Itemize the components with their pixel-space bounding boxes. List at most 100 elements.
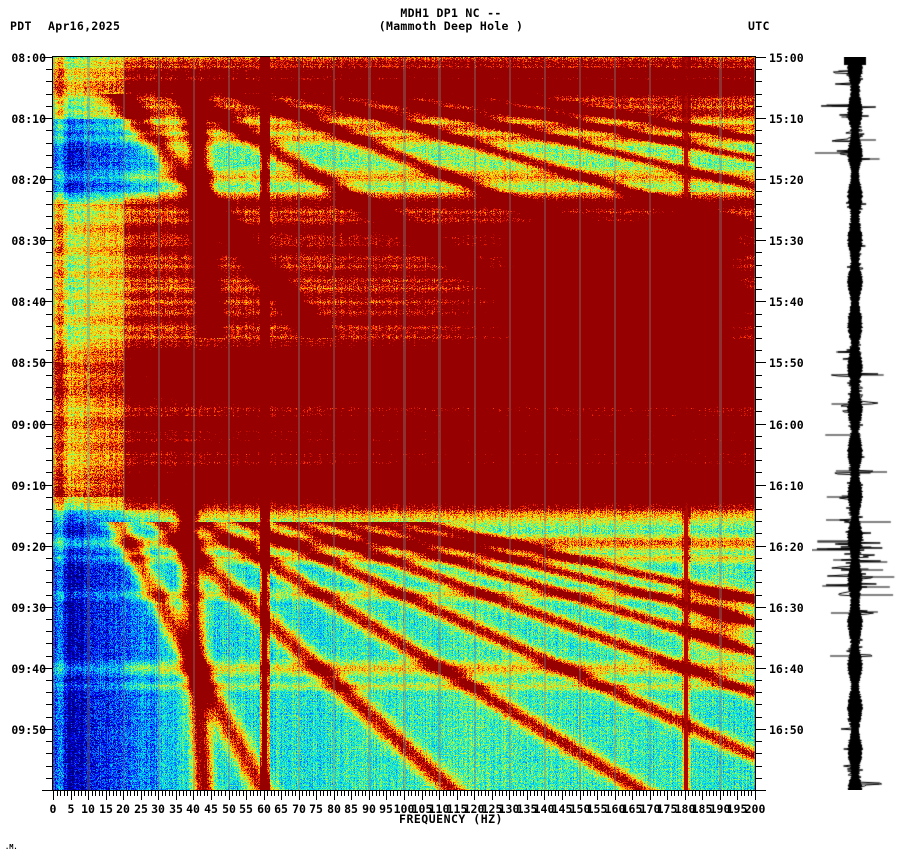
frequency-tick-major: [474, 791, 475, 800]
time-tick-minor: [46, 204, 52, 205]
time-tick-minor: [46, 753, 52, 754]
frequency-tick-minor: [418, 791, 419, 796]
time-tick-minor: [46, 191, 52, 192]
frequency-tick-major: [667, 791, 668, 800]
frequency-label: 30: [151, 802, 165, 816]
time-tick-minor: [756, 314, 762, 315]
frequency-tick-minor: [218, 791, 219, 796]
time-label-utc: 15:00: [769, 51, 804, 65]
frequency-tick-major: [299, 791, 300, 800]
frequency-label: 105: [411, 802, 433, 816]
frequency-tick-major: [281, 791, 282, 800]
time-tick-minor: [756, 436, 762, 437]
frequency-tick-minor: [688, 791, 689, 796]
frequency-tick-minor: [622, 791, 623, 796]
time-label-pdt: 09:10: [11, 479, 46, 493]
frequency-tick-minor: [657, 791, 658, 796]
frequency-tick-minor: [643, 791, 644, 796]
time-label-pdt: 08:10: [11, 112, 46, 126]
frequency-tick-minor: [306, 791, 307, 796]
frequency-tick-minor: [555, 791, 556, 796]
time-tick-minor: [756, 717, 762, 718]
axis-bottom-line: [52, 790, 756, 791]
frequency-tick-minor: [730, 791, 731, 796]
time-tick-minor: [756, 204, 762, 205]
frequency-tick-minor: [446, 791, 447, 796]
frequency-tick-minor: [660, 791, 661, 796]
frequency-tick-minor: [341, 791, 342, 796]
time-label-utc: 15:30: [769, 234, 804, 248]
frequency-label: 0: [49, 802, 57, 816]
frequency-tick-major: [106, 791, 107, 800]
frequency-tick-minor: [502, 791, 503, 796]
frequency-tick-minor: [678, 791, 679, 796]
frequency-tick-minor: [432, 791, 433, 796]
frequency-tick-minor: [523, 791, 524, 796]
frequency-tick-minor: [92, 791, 93, 796]
corner-artifact: .M.: [5, 843, 18, 851]
axis-right-line: [755, 57, 756, 791]
time-tick-major: [756, 118, 766, 119]
frequency-tick-minor: [727, 791, 728, 796]
frequency-tick-major: [53, 791, 54, 800]
time-tick-minor: [756, 680, 762, 681]
frequency-tick-minor: [393, 791, 394, 796]
frequency-tick-major: [492, 791, 493, 800]
frequency-tick-minor: [179, 791, 180, 796]
time-tick-minor: [46, 69, 52, 70]
timezone-label-right: UTC: [748, 19, 770, 33]
frequency-tick-minor: [478, 791, 479, 796]
time-tick-major: [756, 301, 766, 302]
frequency-tick-minor: [594, 791, 595, 796]
frequency-tick-minor: [197, 791, 198, 796]
frequency-tick-minor: [706, 791, 707, 796]
frequency-tick-major: [71, 791, 72, 800]
time-tick-minor: [756, 753, 762, 754]
frequency-tick-minor: [425, 791, 426, 796]
frequency-tick-major: [211, 791, 212, 800]
frequency-tick-minor: [460, 791, 461, 796]
frequency-tick-minor: [260, 791, 261, 796]
time-tick-major: [42, 790, 52, 791]
frequency-tick-minor: [190, 791, 191, 796]
frequency-tick-minor: [741, 791, 742, 796]
time-tick-minor: [46, 326, 52, 327]
frequency-tick-minor: [323, 791, 324, 796]
frequency-label: 45: [204, 802, 218, 816]
frequency-tick-minor: [629, 791, 630, 796]
time-tick-minor: [756, 216, 762, 217]
frequency-label: 100: [393, 802, 415, 816]
frequency-tick-minor: [232, 791, 233, 796]
frequency-tick-minor: [734, 791, 735, 796]
frequency-tick-major: [755, 791, 756, 800]
frequency-label: 65: [274, 802, 288, 816]
frequency-tick-minor: [183, 791, 184, 796]
time-tick-minor: [46, 643, 52, 644]
frequency-tick-minor: [520, 791, 521, 796]
time-label-utc: 16:10: [769, 479, 804, 493]
frequency-tick-minor: [646, 791, 647, 796]
frequency-tick-major: [737, 791, 738, 800]
time-label-pdt: 08:00: [11, 51, 46, 65]
frequency-tick-minor: [344, 791, 345, 796]
time-label-pdt: 08:30: [11, 234, 46, 248]
frequency-tick-major: [702, 791, 703, 800]
time-tick-minor: [46, 448, 52, 449]
frequency-label: 150: [569, 802, 591, 816]
time-tick-minor: [756, 448, 762, 449]
frequency-tick-minor: [748, 791, 749, 796]
x-axis-title: FREQUENCY (HZ): [399, 812, 503, 826]
time-tick-minor: [756, 692, 762, 693]
frequency-tick-minor: [120, 791, 121, 796]
frequency-tick-minor: [695, 791, 696, 796]
time-tick-minor: [756, 656, 762, 657]
spectrogram-plot[interactable]: [53, 57, 755, 790]
frequency-tick-minor: [81, 791, 82, 796]
frequency-tick-minor: [348, 791, 349, 796]
frequency-tick-minor: [723, 791, 724, 796]
frequency-tick-minor: [362, 791, 363, 796]
frequency-tick-minor: [330, 791, 331, 796]
time-label-pdt: 08:20: [11, 173, 46, 187]
frequency-tick-minor: [481, 791, 482, 796]
frequency-tick-major: [422, 791, 423, 800]
